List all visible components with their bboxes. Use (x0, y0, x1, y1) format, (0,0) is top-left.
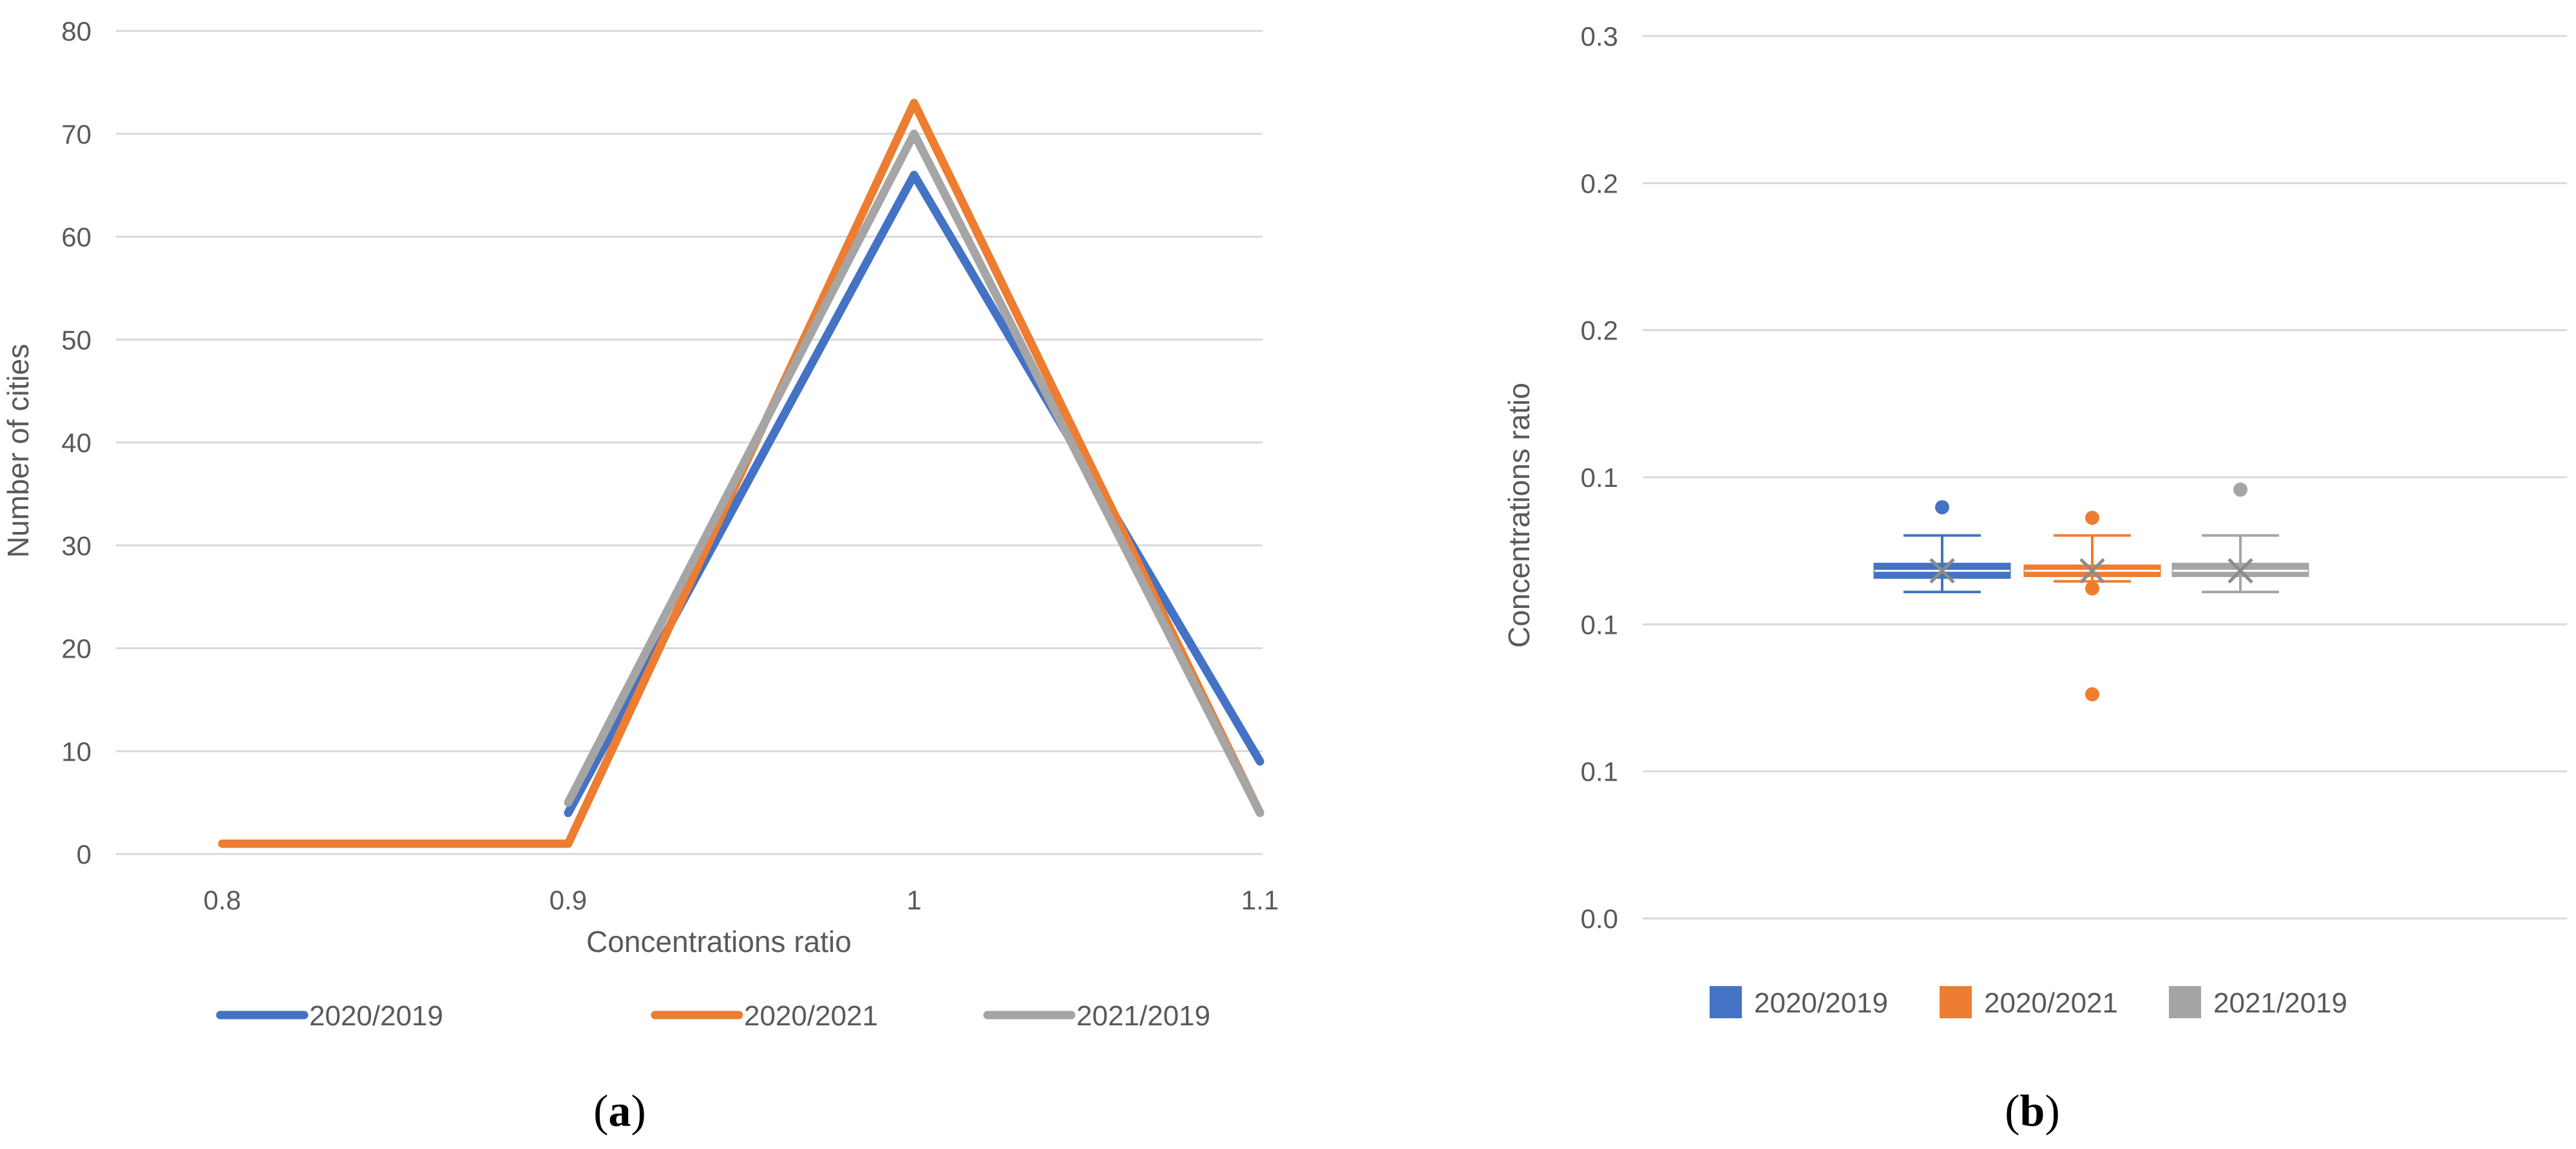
chart-b-mean-marker (2079, 558, 2105, 584)
panel-label-a-open: ( (593, 1087, 608, 1136)
chart-a-x-axis-label: Concentrations ratio (586, 925, 852, 958)
chart-b-legend-label: 2021/2019 (2213, 987, 2347, 1019)
panel-label-b-close: ) (2045, 1087, 2059, 1136)
chart-a-gridlines (116, 30, 1263, 855)
chart-b-legend-swatch (2169, 986, 2201, 1018)
chart-b: 0.0 0.1 0.1 0.1 0.2 0.2 0.3 Concentrations rat… (1502, 21, 2567, 1019)
chart-a-legend-label: 2021/2019 (1076, 1000, 1210, 1032)
chart-a-x-tick-label: 0.9 (549, 885, 587, 915)
chart-b-legend: 2020/2019 2020/2021 2021/2019 (1710, 986, 2347, 1019)
chart-a-y-tick-label: 40 (61, 428, 91, 458)
chart-a-y-tick-label: 0 (77, 839, 91, 869)
chart-b-y-tick-label: 0.3 (1581, 21, 1618, 52)
panel-label-a-letter: a (609, 1087, 631, 1136)
chart-b-outlier-point (2085, 511, 2099, 526)
chart-a-y-tick-label: 80 (61, 16, 91, 46)
chart-a-legend: 2020/2019 2020/2021 2021/2019 (216, 1000, 1210, 1032)
chart-a-x-tick-labels: 0.8 0.9 1 1.1 (204, 885, 1279, 915)
panel-label-a: (a) (593, 1087, 646, 1136)
chart-a: 0 10 20 30 40 50 60 70 80 0.8 0.9 1 1.1 Number of c… (1, 16, 1279, 1032)
chart-a-y-tick-label: 50 (61, 325, 91, 355)
chart-b-outlier-point (2233, 482, 2247, 497)
chart-b-y-tick-label: 0.1 (1581, 609, 1618, 640)
chart-b-outlier-point (2085, 687, 2099, 702)
chart-a-y-tick-label: 20 (61, 634, 91, 664)
panel-label-b-letter: b (2020, 1087, 2045, 1136)
chart-b-y-tick-labels: 0.0 0.1 0.1 0.1 0.2 0.2 0.3 (1581, 21, 1618, 934)
chart-a-x-tick-label: 1.1 (1241, 885, 1279, 915)
panel-label-a-close: ) (631, 1087, 646, 1136)
chart-b-y-tick-label: 0.2 (1581, 316, 1618, 346)
chart-b-legend-swatch (1710, 986, 1742, 1018)
panel-label-b: (b) (2005, 1087, 2060, 1136)
chart-b-outlier-point (2085, 581, 2099, 596)
chart-b-outlier-point (1935, 500, 1949, 515)
chart-b-y-tick-label: 0.0 (1581, 904, 1618, 934)
chart-b-gridlines (1643, 35, 2567, 920)
chart-b-legend-label: 2020/2019 (1754, 987, 1888, 1019)
chart-b-y-tick-label: 0.1 (1581, 757, 1618, 787)
chart-a-y-tick-label: 60 (61, 222, 91, 252)
chart-a-y-tick-label: 30 (61, 531, 91, 561)
chart-a-series-lines (218, 99, 1264, 848)
chart-a-y-axis-label: Number of cities (1, 344, 35, 558)
panel-label-b-open: ( (2005, 1087, 2019, 1136)
chart-a-series-line-2021-2019 (564, 129, 1264, 817)
chart-b-box-2020-2019 (1873, 500, 2011, 594)
chart-a-y-tick-labels: 0 10 20 30 40 50 60 70 80 (61, 16, 91, 869)
chart-a-y-tick-label: 10 (61, 736, 91, 766)
chart-a-x-tick-label: 0.8 (204, 885, 241, 915)
chart-a-y-tick-label: 70 (61, 119, 91, 149)
chart-a-legend-label: 2020/2021 (744, 1000, 878, 1032)
chart-b-y-tick-label: 0.2 (1581, 168, 1618, 198)
chart-b-box-2020-2021 (2023, 511, 2161, 702)
chart-b-box-plots (1873, 482, 2309, 702)
chart-a-x-tick-label: 1 (906, 885, 921, 915)
chart-b-mean-marker (1929, 558, 1955, 584)
chart-a-legend-label: 2020/2019 (309, 1000, 443, 1032)
chart-b-y-axis-label: Concentrations ratio (1502, 383, 1536, 648)
chart-b-box-2021-2019 (2171, 482, 2309, 594)
chart-b-y-tick-label: 0.1 (1581, 462, 1618, 493)
chart-b-legend-swatch (1940, 986, 1972, 1018)
chart-b-legend-label: 2020/2021 (1984, 987, 2118, 1019)
chart-a-series-line-2020-2019 (564, 171, 1264, 817)
chart-b-mean-marker (2228, 558, 2253, 584)
